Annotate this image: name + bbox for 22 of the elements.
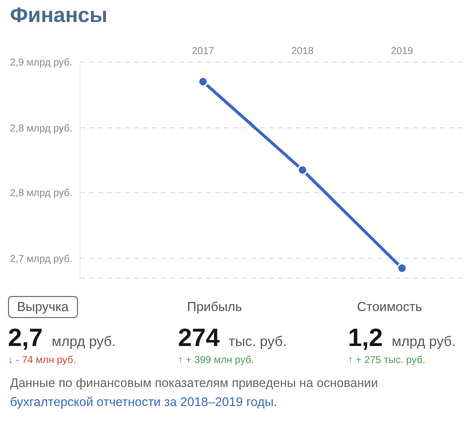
x-tick-label: 2018 [291, 46, 314, 57]
text: ↑ + 275 тыс. руб. [348, 355, 426, 366]
x-tick-label: 2017 [192, 46, 215, 57]
y-tick-label: 2,7 млрд руб. [10, 254, 72, 265]
point [198, 76, 208, 87]
y-tick-label: 2,8 млрд руб. [10, 188, 72, 200]
category-label: Стоимость [357, 299, 422, 314]
chart-title: Финансы [10, 4, 108, 27]
text: ↑ + 399 млн руб. [178, 355, 254, 366]
tab-button: Выручка [8, 296, 78, 318]
y-tick-label: 2,8 млрд руб. [10, 123, 72, 134]
x-tick-label: 2019 [390, 46, 414, 57]
point [297, 164, 308, 176]
text: 274 тыс. руб. [178, 324, 287, 352]
y-tick-label: 2,9 млрд руб. [10, 58, 72, 68]
category-label: Прибыль [187, 299, 242, 314]
text: Данные по финансовым показателям приведены на основании [10, 376, 378, 390]
text: 1,2 млрд руб. [348, 324, 456, 352]
category-label: Выручка [17, 299, 69, 314]
text: ↓ - 74 млн руб. [8, 355, 76, 366]
point [396, 262, 408, 274]
text: бухгалтерской отчетности за 2018–2019 годы. [10, 395, 278, 409]
